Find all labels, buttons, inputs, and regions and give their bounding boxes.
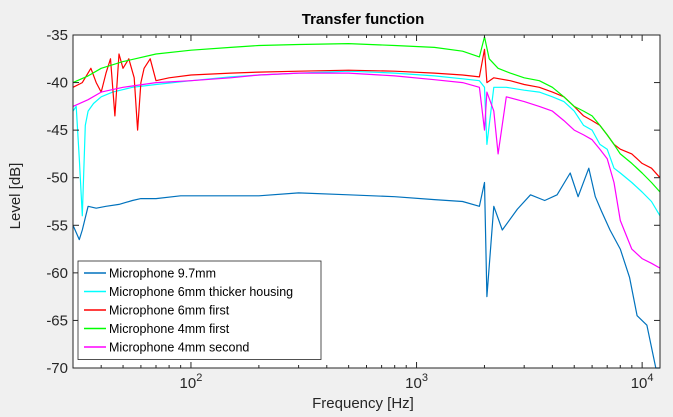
legend-label: Microphone 6mm thicker housing	[109, 285, 293, 299]
x-axis: 102 103 104	[100, 35, 654, 392]
legend-box	[77, 260, 322, 360]
y-axis: -35 -40 -45 -50 -55 -60 -65 -70	[46, 27, 660, 377]
legend-label: Microphone 4mm first	[109, 322, 230, 336]
y-tick-label: -55	[46, 217, 68, 234]
y-tick-label: -45	[46, 122, 68, 139]
x-tick-label: 102	[180, 372, 203, 392]
y-tick-label: -65	[46, 312, 68, 329]
series-line-5	[72, 72, 661, 269]
y-axis-label: Level [dB]	[7, 163, 24, 230]
y-tick-label: -50	[46, 170, 68, 187]
y-tick-label: -35	[46, 27, 68, 44]
chart-title: Transfer function	[302, 11, 425, 28]
legend-label: Microphone 6mm first	[109, 304, 230, 318]
series-line-1	[72, 167, 660, 369]
x-tick-label: 103	[405, 372, 428, 392]
y-tick-label: -60	[46, 265, 68, 282]
legend-label: Microphone 9.7mm	[109, 267, 216, 281]
series-line-4	[72, 36, 661, 193]
legend: Microphone 9.7mm Microphone 6mm thicker h…	[77, 260, 322, 360]
series-line-3	[72, 48, 661, 179]
series-layer	[72, 36, 661, 369]
series-line-2	[72, 70, 661, 217]
x-axis-label: Frequency [Hz]	[312, 395, 414, 412]
x-tick-label: 104	[631, 372, 654, 392]
y-tick-label: -40	[46, 75, 68, 92]
legend-label: Microphone 4mm second	[109, 341, 249, 355]
y-tick-label: -70	[46, 360, 68, 377]
